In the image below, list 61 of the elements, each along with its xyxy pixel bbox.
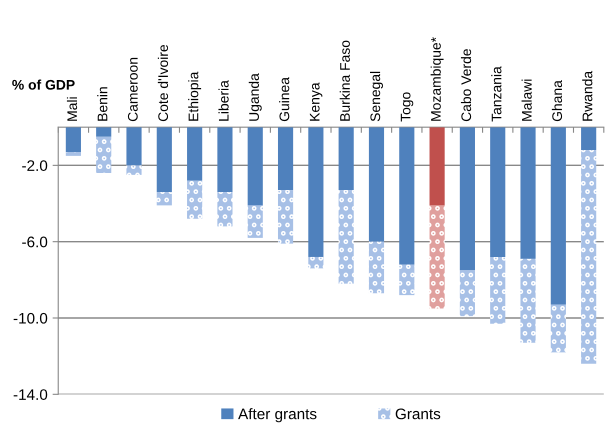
x-tick-label: Tanzania: [491, 66, 502, 122]
bar: [308, 127, 324, 257]
bar: [399, 127, 414, 265]
x-tick-label: Ghana: [552, 80, 562, 122]
bar: [460, 270, 475, 316]
legend-label: Grants: [396, 408, 440, 420]
x-tick-label: Kenya: [310, 82, 322, 121]
bar: [550, 127, 566, 305]
bar: [217, 192, 233, 226]
bar: [187, 127, 202, 181]
x-tick-label: Mali: [66, 97, 78, 121]
bar: [126, 127, 142, 166]
x-tick-label: Ethiopia: [188, 72, 202, 121]
x-tick-label: Uganda: [248, 73, 262, 121]
x-tick-label: Cote d'Ivoire: [158, 44, 168, 122]
y-axis-title: % of GDP: [12, 80, 75, 90]
bar: [156, 127, 172, 192]
bar: [550, 304, 566, 352]
bar: [278, 190, 294, 244]
bar: [96, 136, 112, 173]
x-tick-label: Cameroon: [128, 58, 138, 122]
y-tick-label: -6.0: [22, 236, 48, 248]
bar: [520, 127, 536, 259]
y-tick-label: -2.0: [22, 160, 48, 172]
bar: [217, 127, 233, 192]
bar: [490, 256, 506, 324]
bar: [66, 152, 81, 156]
bar: [520, 258, 536, 343]
x-tick-label: Benin: [97, 87, 108, 121]
bar: [248, 127, 263, 206]
bar: [490, 127, 506, 257]
bar: [460, 127, 475, 270]
x-tick-label: Cabo Verde: [460, 49, 472, 122]
bar: [430, 205, 445, 308]
bar: [338, 190, 354, 284]
x-tick-label: Malawi: [522, 80, 532, 121]
x-tick-label: Togo: [400, 92, 414, 122]
x-tick-label: Burkina Faso: [340, 40, 350, 121]
x-tick-label: Senegal: [370, 72, 383, 122]
bar: [187, 180, 202, 219]
x-tick-label: Rwanda: [582, 70, 592, 121]
x-tick-label: Guinea: [279, 77, 290, 122]
legend-label: After grants: [238, 408, 316, 422]
bar: [399, 264, 414, 296]
bar: [126, 165, 142, 175]
y-tick-label: -10.0: [14, 312, 48, 324]
bar: [430, 127, 445, 206]
bar: [278, 127, 294, 190]
x-tick-label: Mozambique*: [430, 37, 444, 121]
bar: [66, 127, 81, 152]
bar: [581, 150, 596, 364]
y-tick-label: -14.0: [14, 389, 48, 400]
bar: [368, 127, 384, 242]
bar: [368, 242, 384, 294]
x-tick-label: Liberia: [218, 80, 229, 121]
bar: [581, 127, 596, 150]
bar: [96, 127, 112, 137]
bar: [338, 127, 354, 190]
bar: [308, 256, 324, 268]
bar: [248, 205, 263, 238]
bar: [156, 192, 172, 206]
